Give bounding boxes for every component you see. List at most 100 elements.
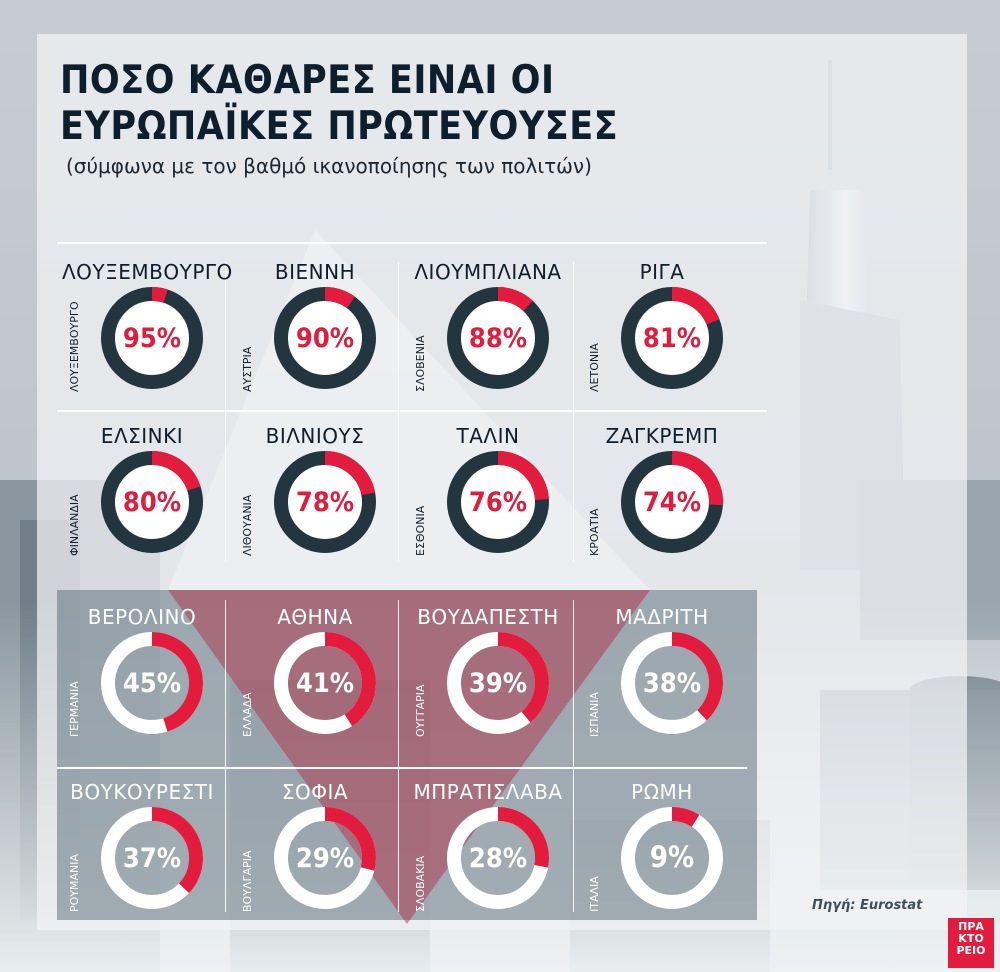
percent-label: 90% — [296, 323, 354, 354]
donut-chart: 76% — [447, 451, 549, 553]
country-name: ΟΥΓΓΑΡΙΑ — [414, 684, 427, 737]
divider-col-1 — [225, 262, 226, 562]
country-name: ΕΛΛΑΔΑ — [241, 692, 254, 737]
country-name: ΦΙΝΛΑΝΔΙΑ — [68, 494, 81, 556]
city-name: ΣΟΦΙΑ — [281, 780, 349, 804]
divider-row-3 — [57, 767, 747, 769]
donut-cell: ΒΙΛΝΙΟΥΣ ΛΙΘΟΥΑΝΙΑ 78% — [235, 424, 395, 584]
city-name: ΡΩΜΗ — [631, 780, 693, 804]
percent-label: 39% — [469, 668, 527, 699]
city-name: ΡΙΓΑ — [639, 260, 685, 284]
percent-label: 74% — [643, 487, 701, 518]
percent-label: 81% — [643, 323, 701, 354]
donut-value-arc — [274, 632, 376, 734]
country-name: ΚΡΟΑΤΙΑ — [588, 508, 601, 556]
percent-label: 45% — [123, 668, 181, 699]
donut-chart: 28% — [447, 807, 549, 909]
logo-line-2: ΚΤΟ — [958, 932, 984, 945]
title-line-1: ΠΟΣΟ ΚΑΘΑΡΕΣ ΕΙΝΑΙ ΟΙ — [60, 58, 555, 103]
donut-cell: ΛΟΥΞΕΜΒΟΥΡΓΟ ΛΟΥΞΕΜΒΟΥΡΓΟ 95% — [62, 260, 233, 420]
city-name: ΒΙΕΝΝΗ — [274, 260, 356, 284]
donut-chart: 90% — [274, 287, 376, 389]
country-name: ΣΛΟΒΑΚΙΑ — [414, 855, 427, 912]
country-name: ΛΕΤΟΝΙΑ — [588, 343, 601, 392]
city-name: ΒΕΡΟΛΙΝΟ — [87, 605, 197, 629]
donut-chart: 45% — [101, 632, 203, 734]
donut-value-arc — [447, 632, 549, 734]
city-name: ΤΑΛΙΝ — [456, 424, 520, 448]
divider-top — [57, 242, 767, 244]
donut-value-arc — [621, 287, 723, 389]
city-name: ΑΘΗΝΑ — [277, 605, 353, 629]
donut-chart: 78% — [274, 451, 376, 553]
donut-value-arc — [447, 287, 549, 389]
city-name: ΖΑΓΚΡΕΜΠ — [605, 424, 719, 448]
donut-value-arc — [274, 451, 376, 553]
donut-cell: ΤΑΛΙΝ ΕΣΘΟΝΙΑ 76% — [408, 424, 568, 584]
donut-chart: 39% — [447, 632, 549, 734]
chart-subtitle: (σύμφωνα με τον βαθμό ικανοποίησης των π… — [66, 154, 592, 178]
percent-label: 80% — [123, 487, 181, 518]
donut-cell: ΖΑΓΚΡΕΜΠ ΚΡΟΑΤΙΑ 74% — [582, 424, 742, 584]
chart-title: ΠΟΣΟ ΚΑΘΑΡΕΣ ΕΙΝΑΙ ΟΙ ΕΥΡΩΠΑΪΚΕΣ ΠΡΩΤΕΥΟ… — [60, 58, 618, 150]
donut-cell: ΛΙΟΥΜΠΛΙΑΝΑ ΣΛΟΒΕΝΙΑ 88% — [408, 260, 568, 420]
percent-label: 41% — [296, 668, 354, 699]
donut-chart: 38% — [621, 632, 723, 734]
divider-col-3 — [573, 262, 574, 562]
donut-cell: ΒΟΥΔΑΠΕΣΤΗ ΟΥΓΓΑΡΙΑ 39% — [408, 605, 568, 765]
donut-cell: ΒΙΕΝΝΗ ΑΥΣΤΡΙΑ 90% — [235, 260, 395, 420]
percent-label: 88% — [469, 323, 527, 354]
percent-label: 76% — [469, 487, 527, 518]
city-name: ΒΟΥΔΑΠΕΣΤΗ — [417, 605, 559, 629]
city-name: ΜΠΡΑΤΙΣΛΑΒΑ — [413, 780, 563, 804]
logo-line-3: ΡΕΙΟ — [956, 944, 986, 957]
title-line-2: ΕΥΡΩΠΑΪΚΕΣ ΠΡΩΤΕΥΟΥΣΕΣ — [60, 104, 619, 149]
country-name: ΕΣΘΟΝΙΑ — [414, 505, 427, 556]
donut-value-arc — [274, 807, 376, 909]
donut-value-arc — [274, 287, 376, 389]
donut-value-arc — [447, 807, 549, 909]
donut-chart: 81% — [621, 287, 723, 389]
donut-cell: ΡΙΓΑ ΛΕΤΟΝΙΑ 81% — [582, 260, 742, 420]
donut-value-arc — [447, 451, 549, 553]
donut-value-arc — [621, 807, 723, 909]
donut-chart: 88% — [447, 287, 549, 389]
donut-chart: 9% — [621, 807, 723, 909]
country-name: ΙΣΠΑΝΙΑ — [588, 692, 601, 737]
donut-cell: ΜΑΔΡΙΤΗ ΙΣΠΑΝΙΑ 38% — [582, 605, 742, 765]
country-name: ΓΕΡΜΑΝΙΑ — [68, 681, 81, 737]
city-name: ΜΑΔΡΙΤΗ — [615, 605, 709, 629]
donut-cell: ΣΟΦΙΑ ΒΟΥΛΓΑΡΙΑ 29% — [235, 780, 395, 940]
donut-value-arc — [621, 632, 723, 734]
city-name: ΕΛΣΙΝΚΙ — [100, 424, 184, 448]
logo-line-1: ΠΡΑ — [958, 920, 984, 933]
donut-value-arc — [101, 807, 203, 909]
divider-col-1-lower — [225, 600, 226, 912]
divider-col-3-lower — [573, 600, 574, 912]
city-name: ΛΟΥΞΕΜΒΟΥΡΓΟ — [62, 260, 233, 284]
donut-value-arc — [101, 451, 203, 553]
city-name: ΛΙΟΥΜΠΛΙΑΝΑ — [414, 260, 562, 284]
percent-label: 29% — [296, 843, 354, 874]
country-name: ΡΟΥΜΑΝΙΑ — [68, 853, 81, 912]
donut-cell: ΑΘΗΝΑ ΕΛΛΑΔΑ 41% — [235, 605, 395, 765]
donut-cell: ΒΟΥΚΟΥΡΕΣΤΙ ΡΟΥΜΑΝΙΑ 37% — [62, 780, 222, 940]
percent-label: 28% — [469, 843, 527, 874]
city-name: ΒΟΥΚΟΥΡΕΣΤΙ — [70, 780, 214, 804]
country-name: ΣΛΟΒΕΝΙΑ — [414, 335, 427, 392]
divider-col-2-lower — [398, 600, 399, 912]
donut-chart: 95% — [101, 287, 203, 389]
percent-label: 37% — [123, 843, 181, 874]
source-note: Πηγή: Eurostat — [812, 898, 923, 913]
percent-label: 78% — [296, 487, 354, 518]
donut-value-arc — [101, 632, 203, 734]
percent-label: 38% — [643, 668, 701, 699]
country-name: ΑΥΣΤΡΙΑ — [241, 346, 254, 392]
donut-value-arc — [621, 451, 723, 553]
donut-chart: 41% — [274, 632, 376, 734]
country-name: ΒΟΥΛΓΑΡΙΑ — [241, 850, 254, 912]
percent-label: 9% — [650, 840, 694, 874]
donut-value-arc — [101, 287, 203, 389]
divider-row-1 — [57, 410, 767, 412]
percent-label: 95% — [123, 323, 181, 354]
